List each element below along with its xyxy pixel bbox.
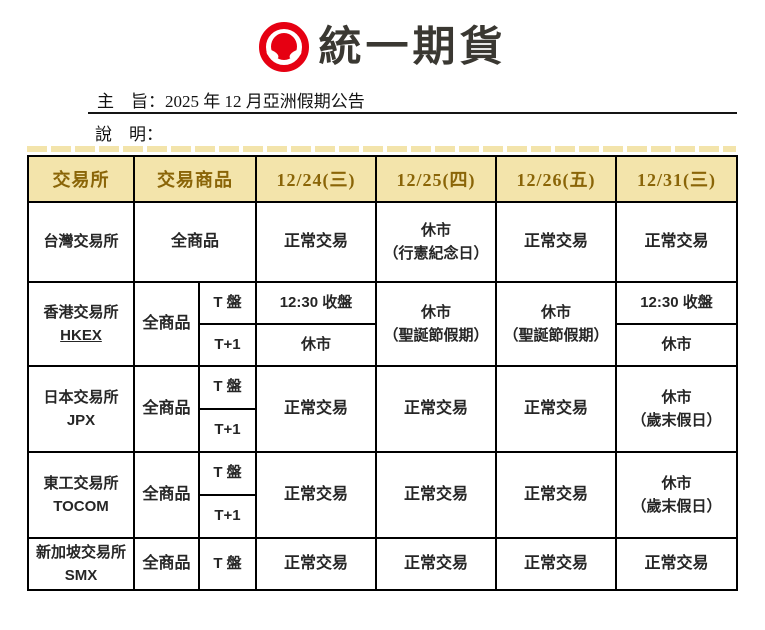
exchange-code: SMX: [64, 567, 98, 584]
cell-taiwan-1224: 正常交易: [255, 201, 377, 283]
cell-jpx-session-t: T 盤: [198, 365, 257, 410]
table-row-hkex-t: 香港交易所 HKEX 全商品 T 盤 12:30 收盤 休市 （聖誕節假期） 休…: [27, 281, 738, 367]
col-header-1225: 12/25(四): [375, 155, 497, 203]
cell-hkex-session-t1: T+1: [198, 323, 257, 367]
exchange-code: JPX: [66, 412, 96, 429]
table-row-taiwan: 台灣交易所 全商品 正常交易 休市 （行憲紀念日） 正常交易 正常交易: [27, 201, 738, 283]
cell-jpx-session-t1: T+1: [198, 408, 257, 453]
cell-tocom-product: 全商品: [133, 451, 200, 539]
table-row-tocom-t1: T+1: [28, 494, 737, 539]
cell-taiwan-product: 全商品: [133, 201, 257, 283]
cell-tocom-1224: 正常交易: [255, 451, 377, 539]
cell-jpx-1224: 正常交易: [255, 365, 377, 453]
cell-smx-1225: 正常交易: [375, 537, 497, 591]
closed-reason: （聖誕節假期）: [383, 327, 489, 344]
subject-line: 主 旨：2025 年 12 月亞洲假期公告: [97, 87, 365, 112]
cell-tocom-session-t: T 盤: [198, 451, 257, 496]
table-row-jpx-t1: T+1: [28, 408, 737, 453]
cell-tocom-1231: 休市 （歲末假日）: [615, 451, 738, 539]
closed-reason: （歲末假日）: [631, 498, 722, 515]
exchange-name: 日本交易所: [43, 388, 119, 406]
closed-reason: （歲末假日）: [631, 412, 722, 429]
dashed-divider: [27, 146, 736, 152]
exchange-name: 香港交易所: [43, 303, 119, 321]
closed-label: 休市: [661, 388, 692, 406]
closed-reason: （行憲紀念日）: [383, 245, 489, 262]
cell-hkex-1226: 休市 （聖誕節假期）: [495, 281, 617, 367]
brand-header: 統一期貨: [0, 18, 765, 76]
note-line: 說 明：: [95, 120, 163, 145]
exchange-name: 東工交易所: [43, 474, 119, 492]
closed-reason: （聖誕節假期）: [503, 327, 609, 344]
cell-hkex-1225: 休市 （聖誕節假期）: [375, 281, 497, 367]
brand-name: 統一期貨: [318, 23, 507, 70]
cell-jpx-product: 全商品: [133, 365, 200, 453]
exchange-code: TOCOM: [53, 498, 109, 515]
cell-hkex-t1-1231: 休市: [615, 323, 738, 367]
cell-jpx-1231: 休市 （歲末假日）: [615, 365, 738, 453]
subject-text: 2025 年 12 月亞洲假期公告: [165, 92, 365, 111]
table-row-hkex-t1: T+1 休市 休市: [28, 323, 738, 367]
cell-jpx-1226: 正常交易: [495, 365, 617, 453]
exchange-name: 新加坡交易所: [35, 543, 126, 561]
cell-taiwan-1226: 正常交易: [495, 201, 617, 283]
cell-hkex-t-1224: 12:30 收盤: [255, 281, 377, 325]
col-header-1224: 12/24(三): [255, 155, 377, 203]
col-header-1226: 12/26(五): [495, 155, 617, 203]
cell-tocom-1225: 正常交易: [375, 451, 497, 539]
col-header-1231: 12/31(三): [615, 155, 738, 203]
closed-label: 休市: [661, 474, 692, 492]
exchange-code: HKEX: [60, 327, 102, 344]
cell-tocom-session-t1: T+1: [198, 494, 257, 539]
table-row-jpx-t: 日本交易所 JPX 全商品 T 盤 正常交易 正常交易 正常交易 休市 （歲末假…: [27, 365, 738, 453]
table-header-row: 交易所 交易商品 12/24(三) 12/25(四) 12/26(五) 12/3…: [27, 155, 738, 203]
cell-smx-1224: 正常交易: [255, 537, 377, 591]
uni-president-logo-icon: [258, 22, 309, 72]
cell-hkex-t-1231: 12:30 收盤: [615, 281, 738, 325]
cell-jpx-1225: 正常交易: [375, 365, 497, 453]
closed-label: 休市: [540, 303, 571, 321]
cell-smx-session-t: T 盤: [198, 537, 257, 591]
cell-hkex-exchange: 香港交易所 HKEX: [27, 281, 135, 367]
cell-hkex-session-t: T 盤: [198, 281, 257, 325]
cell-smx-product: 全商品: [133, 537, 200, 591]
cell-hkex-product: 全商品: [133, 281, 200, 367]
cell-taiwan-1231: 正常交易: [615, 201, 738, 283]
cell-tocom-1226: 正常交易: [495, 451, 617, 539]
note-label: 說 明：: [95, 125, 163, 144]
cell-smx-1226: 正常交易: [495, 537, 617, 591]
logo-ring-shape: [258, 22, 309, 72]
cell-smx-exchange: 新加坡交易所 SMX: [27, 537, 135, 591]
table-row-smx: 新加坡交易所 SMX 全商品 T 盤 正常交易 正常交易 正常交易 正常交易: [27, 537, 738, 591]
cell-taiwan-exchange: 台灣交易所: [27, 201, 135, 283]
table-row-tocom-t: 東工交易所 TOCOM 全商品 T 盤 正常交易 正常交易 正常交易 休市 （歲…: [27, 451, 738, 539]
cell-taiwan-1225: 休市 （行憲紀念日）: [375, 201, 497, 283]
col-header-exchange: 交易所: [27, 155, 135, 203]
col-header-product: 交易商品: [133, 155, 257, 203]
closed-label: 休市: [420, 221, 451, 239]
cell-smx-1231: 正常交易: [615, 537, 738, 591]
cell-hkex-t1-1224: 休市: [255, 323, 377, 367]
subject-label: 主 旨：: [97, 92, 165, 111]
holiday-table: 交易所 交易商品 12/24(三) 12/25(四) 12/26(五) 12/3…: [27, 155, 738, 591]
cell-jpx-exchange: 日本交易所 JPX: [27, 365, 135, 453]
cell-tocom-exchange: 東工交易所 TOCOM: [27, 451, 135, 539]
subject-underline: [88, 112, 737, 114]
closed-label: 休市: [420, 303, 451, 321]
